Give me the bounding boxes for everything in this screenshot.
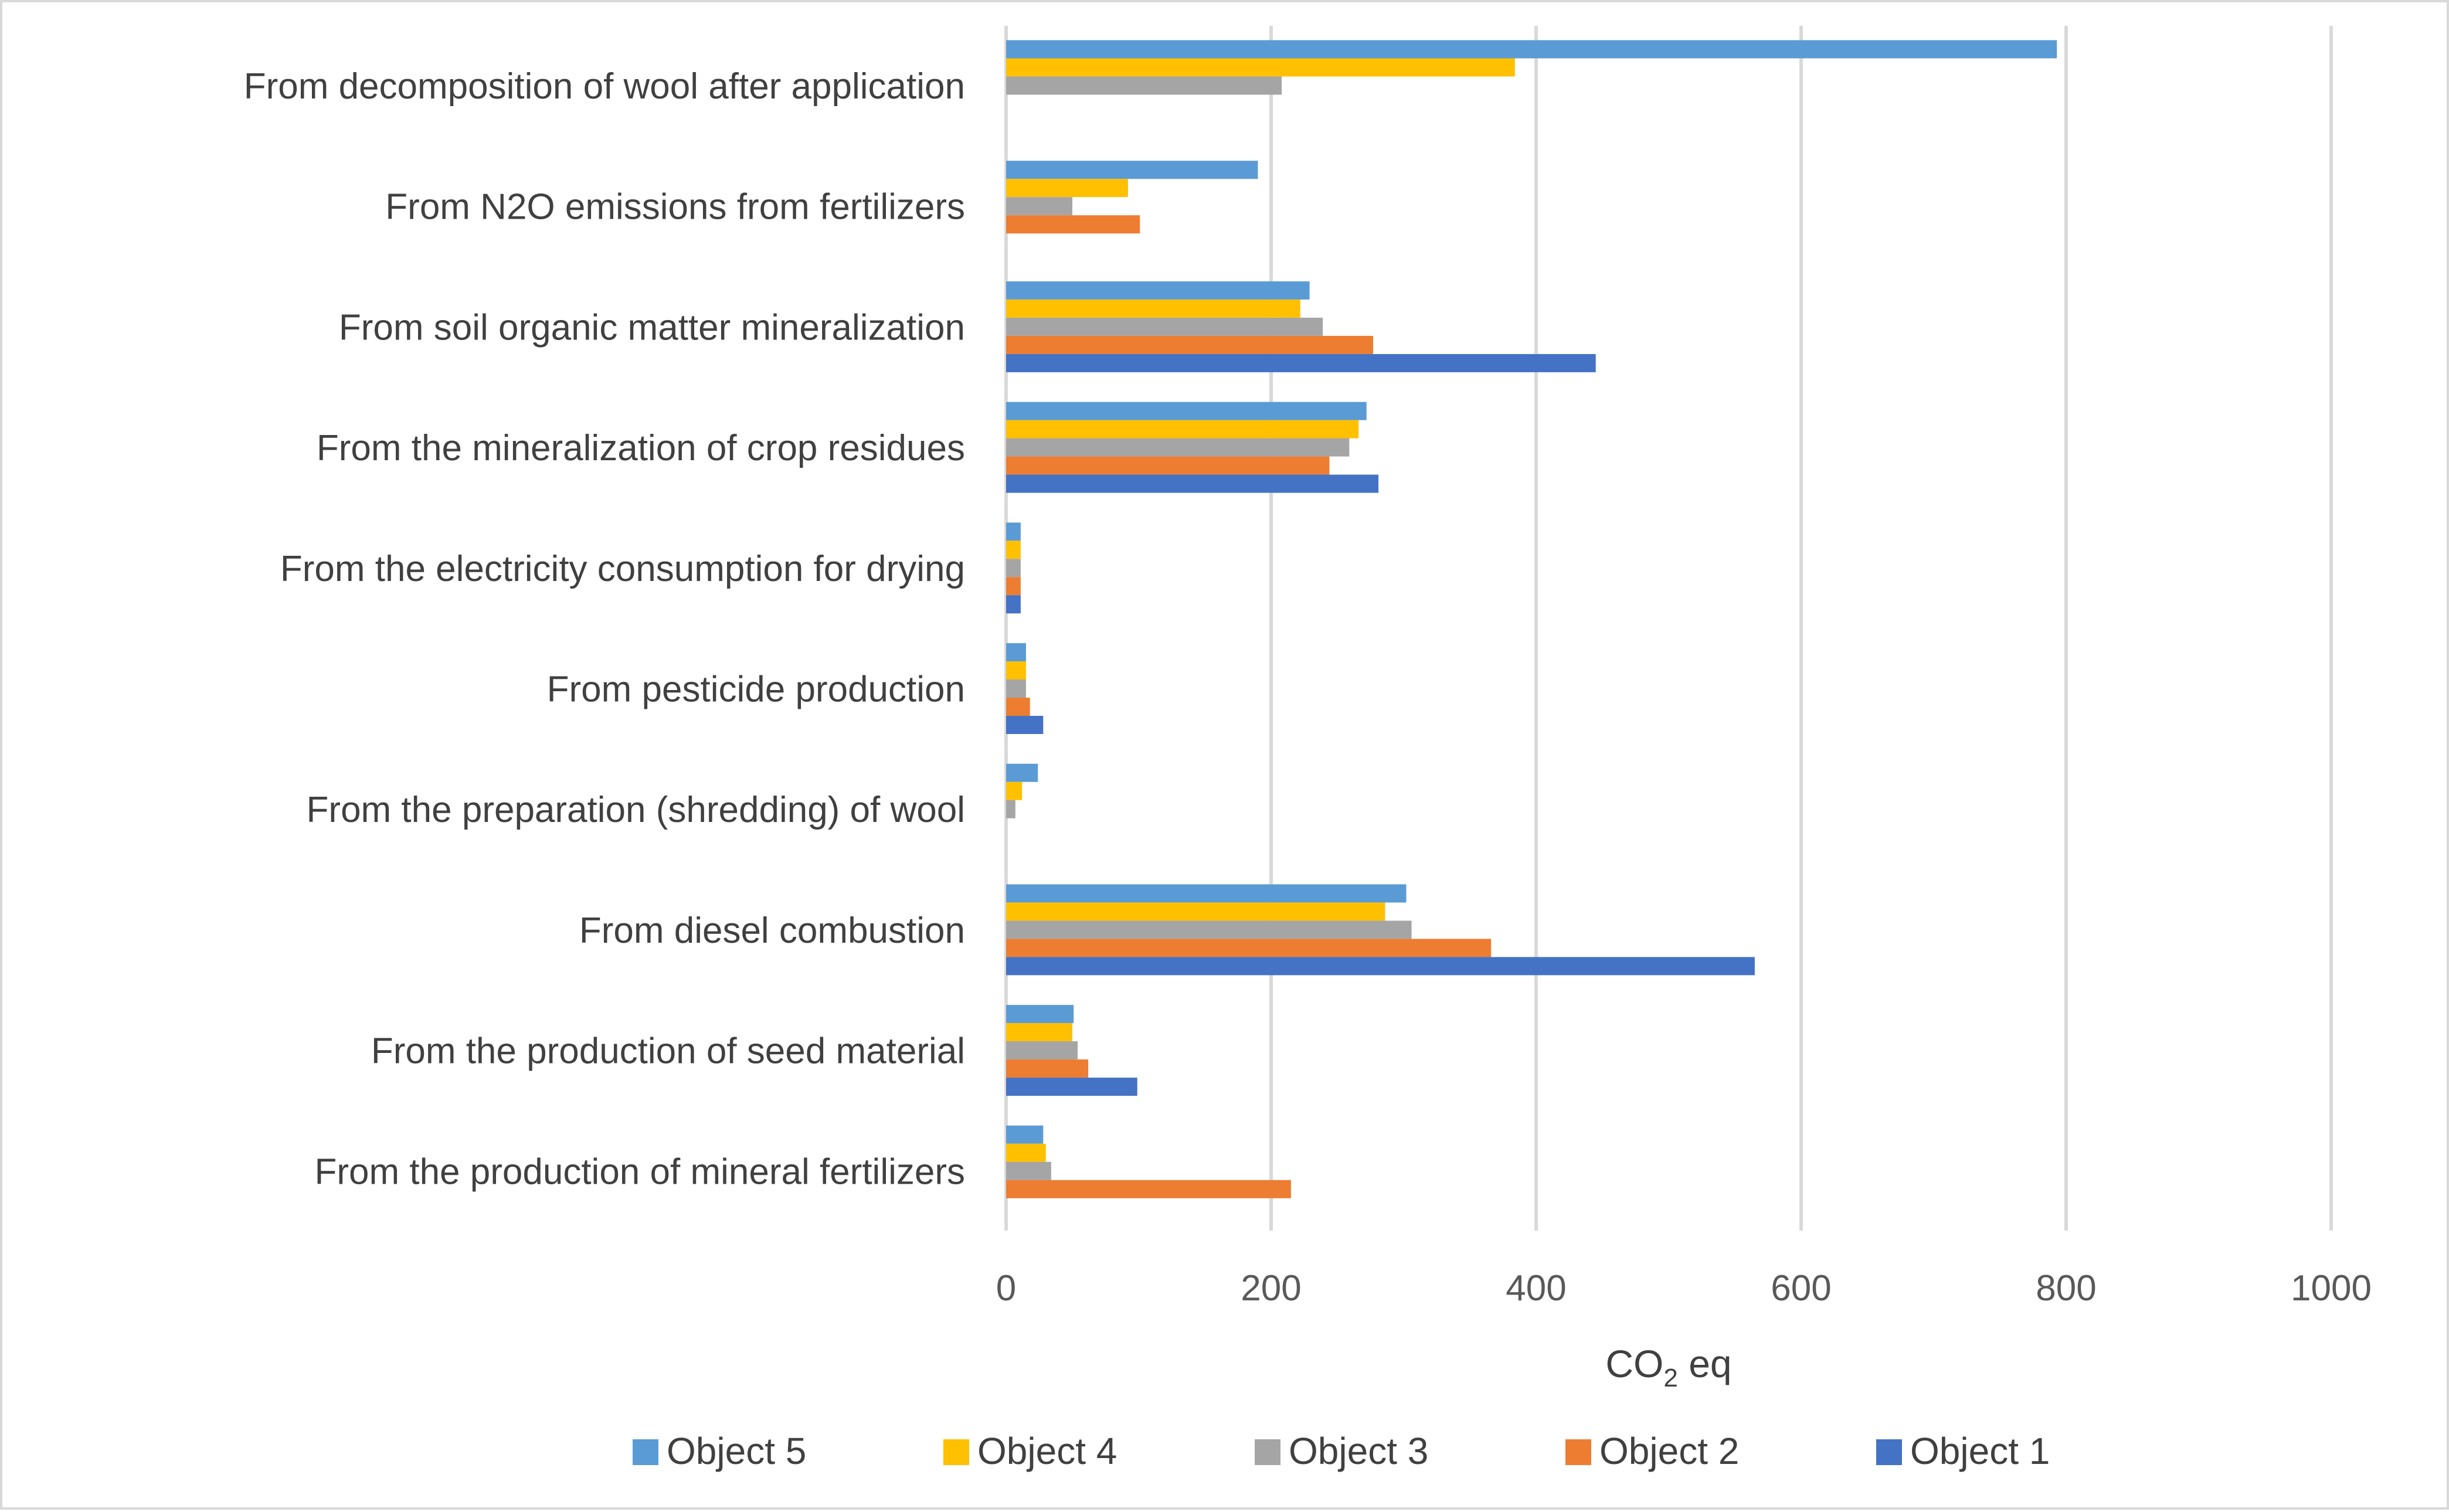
bar-object-4-cat-2 xyxy=(1006,299,1300,318)
legend-label-object-3: Object 3 xyxy=(1289,1430,1428,1472)
bar-object-5-cat-4 xyxy=(1006,522,1021,541)
bar-object-4-cat-7 xyxy=(1006,902,1385,921)
bars xyxy=(1006,40,2057,1198)
bar-object-1-cat-3 xyxy=(1006,474,1379,493)
bar-object-5-cat-1 xyxy=(1006,161,1258,179)
bar-object-5-cat-5 xyxy=(1006,643,1026,661)
bar-object-1-cat-7 xyxy=(1006,957,1755,976)
x-axis-title: CO2 eq xyxy=(1605,1342,1731,1392)
bar-object-2-cat-7 xyxy=(1006,939,1492,957)
category-label-4: From the electricity consumption for dry… xyxy=(280,549,965,589)
bar-object-4-cat-4 xyxy=(1006,541,1021,559)
bar-object-2-cat-8 xyxy=(1006,1059,1089,1078)
bar-object-2-cat-3 xyxy=(1006,456,1330,475)
bar-object-3-cat-2 xyxy=(1006,317,1323,336)
bar-object-5-cat-7 xyxy=(1006,884,1407,903)
category-label-9: From the production of mineral fertilize… xyxy=(314,1151,965,1192)
bar-object-2-cat-9 xyxy=(1006,1180,1291,1198)
category-label-2: From soil organic matter mineralization xyxy=(339,307,965,348)
legend-swatch-object-2 xyxy=(1565,1439,1591,1465)
legend-swatch-object-5 xyxy=(633,1439,658,1465)
bar-object-4-cat-8 xyxy=(1006,1023,1072,1042)
legend-swatch-object-4 xyxy=(943,1439,969,1465)
bar-object-2-cat-4 xyxy=(1006,577,1021,596)
bar-object-5-cat-6 xyxy=(1006,763,1038,782)
bar-object-5-cat-3 xyxy=(1006,402,1367,420)
bar-object-4-cat-3 xyxy=(1006,420,1359,439)
legend: Object 5 Object 4 Object 3 Object 2 Object 1 xyxy=(633,1430,2050,1472)
category-label-1: From N2O emissions from fertilizers xyxy=(385,187,965,227)
gridlines xyxy=(1004,26,2333,1231)
legend-label-object-1: Object 1 xyxy=(1910,1430,2050,1472)
bar-object-1-cat-8 xyxy=(1006,1078,1137,1096)
x-tick-label-0: 0 xyxy=(996,1268,1016,1309)
bar-object-4-cat-9 xyxy=(1006,1143,1046,1162)
legend-swatch-object-1 xyxy=(1876,1439,1902,1465)
x-tick-labels: 0 200 400 600 800 1000 xyxy=(996,1268,2372,1309)
category-label-6: From the preparation (shredding) of wool xyxy=(307,790,965,830)
x-axis-title-subscript: 2 xyxy=(1663,1364,1677,1392)
bar-object-3-cat-9 xyxy=(1006,1161,1051,1180)
category-label-7: From diesel combustion xyxy=(579,910,965,951)
bar-object-1-cat-4 xyxy=(1006,595,1021,614)
bar-object-3-cat-4 xyxy=(1006,559,1021,577)
bar-object-4-cat-1 xyxy=(1006,179,1128,198)
bar-object-2-cat-2 xyxy=(1006,335,1374,354)
category-label-8: From the production of seed material xyxy=(371,1031,965,1072)
x-tick-label-800: 800 xyxy=(2036,1268,2096,1309)
category-label-5: From pesticide production xyxy=(547,670,965,710)
bar-object-5-cat-9 xyxy=(1006,1125,1044,1144)
bar-object-1-cat-5 xyxy=(1006,716,1044,734)
x-axis-title-main: CO xyxy=(1605,1342,1663,1385)
x-tick-label-200: 200 xyxy=(1241,1268,1301,1309)
category-label-3: From the mineralization of crop residues xyxy=(317,428,965,468)
bar-object-3-cat-3 xyxy=(1006,438,1350,457)
bar-object-3-cat-0 xyxy=(1006,76,1282,95)
bar-object-4-cat-6 xyxy=(1006,782,1023,800)
bar-object-4-cat-5 xyxy=(1006,661,1026,679)
legend-label-object-4: Object 4 xyxy=(977,1430,1117,1472)
bar-object-3-cat-1 xyxy=(1006,197,1072,216)
bar-object-5-cat-0 xyxy=(1006,40,2057,59)
bar-object-5-cat-8 xyxy=(1006,1005,1074,1024)
legend-swatch-object-3 xyxy=(1255,1439,1280,1465)
legend-label-object-2: Object 2 xyxy=(1599,1430,1739,1472)
bar-object-3-cat-5 xyxy=(1006,679,1026,698)
x-tick-label-1000: 1000 xyxy=(2291,1268,2372,1309)
bar-object-2-cat-5 xyxy=(1006,698,1030,716)
legend-label-object-5: Object 5 xyxy=(667,1430,806,1472)
x-tick-label-600: 600 xyxy=(1771,1268,1831,1309)
x-axis-title-suffix: eq xyxy=(1678,1342,1732,1385)
bar-object-3-cat-7 xyxy=(1006,920,1412,939)
category-labels: From decomposition of wool after applica… xyxy=(244,66,965,1192)
bar-object-3-cat-8 xyxy=(1006,1041,1078,1060)
category-label-0: From decomposition of wool after applica… xyxy=(244,66,965,107)
bar-object-2-cat-1 xyxy=(1006,215,1140,234)
bar-object-3-cat-6 xyxy=(1006,800,1015,818)
bar-object-4-cat-0 xyxy=(1006,58,1515,77)
bar-object-5-cat-2 xyxy=(1006,281,1310,300)
x-tick-label-400: 400 xyxy=(1506,1268,1566,1309)
bar-object-1-cat-2 xyxy=(1006,354,1596,372)
